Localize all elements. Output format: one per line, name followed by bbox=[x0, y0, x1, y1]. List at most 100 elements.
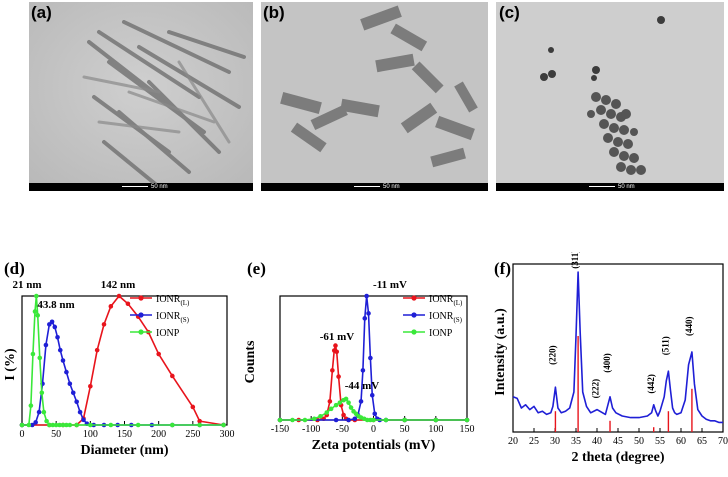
x-tick-label: 100 bbox=[83, 429, 98, 440]
x-tick-label: 0 bbox=[20, 429, 25, 440]
x-tick-label: 250 bbox=[185, 429, 200, 440]
data-point bbox=[170, 373, 175, 379]
data-point bbox=[464, 417, 470, 423]
data-point bbox=[81, 417, 86, 423]
data-point bbox=[346, 417, 351, 423]
annotation-label: 142 nm bbox=[101, 279, 136, 291]
panel-label-a: (a) bbox=[31, 3, 52, 22]
data-point bbox=[70, 390, 76, 396]
data-point bbox=[30, 351, 36, 357]
legend-marker bbox=[411, 329, 417, 335]
x-tick-label: 55 bbox=[655, 436, 665, 447]
data-point bbox=[74, 399, 79, 405]
x-tick-label: 60 bbox=[676, 436, 686, 447]
data-point bbox=[334, 349, 340, 355]
data-point bbox=[333, 343, 338, 348]
data-point bbox=[60, 422, 66, 428]
data-point bbox=[88, 384, 93, 389]
data-point bbox=[47, 422, 52, 428]
annotation-label: -44 mV bbox=[345, 380, 380, 392]
annotation-label: (222) bbox=[590, 379, 600, 399]
data-point bbox=[433, 417, 439, 423]
data-point bbox=[368, 355, 373, 361]
data-point bbox=[60, 358, 66, 363]
annotation-label: (511) bbox=[660, 336, 670, 355]
legend-subscript: (L) bbox=[453, 299, 463, 307]
tem-image-nanorods-large: 50 nm bbox=[29, 2, 253, 191]
data-point bbox=[39, 390, 45, 396]
annotation-label: 43.8 nm bbox=[37, 299, 74, 311]
data-point bbox=[37, 355, 43, 361]
series-line bbox=[512, 271, 723, 424]
data-point bbox=[337, 400, 343, 405]
legend-marker bbox=[138, 329, 144, 335]
x-tick-label: 100 bbox=[428, 424, 443, 435]
plot-frame bbox=[21, 295, 228, 426]
tem-image-nanorods-small: 50 nm bbox=[261, 2, 488, 191]
panel-label: (e) bbox=[247, 259, 266, 278]
x-tick-label: 40 bbox=[592, 436, 602, 447]
x-tick-label: 50 bbox=[400, 424, 410, 435]
tem-image-nanoparticles: 50 nm bbox=[496, 2, 724, 191]
data-point bbox=[125, 301, 131, 307]
data-point bbox=[135, 422, 141, 428]
data-point bbox=[327, 399, 333, 404]
data-point bbox=[53, 422, 59, 428]
data-point bbox=[402, 417, 407, 423]
data-point bbox=[34, 293, 39, 299]
data-point bbox=[328, 406, 334, 412]
scale-bar-label: 50 nm bbox=[618, 184, 635, 190]
x-tick-label: -100 bbox=[302, 424, 320, 435]
x-tick-label: 45 bbox=[613, 436, 623, 447]
data-point bbox=[108, 422, 114, 428]
xrd-chart: (f) 20 25 30 35 40 45 50 55 60 65 70 2 theta (degree… bbox=[490, 250, 728, 472]
data-point bbox=[67, 381, 73, 387]
data-point bbox=[43, 342, 49, 348]
panel-label: (d) bbox=[4, 259, 25, 278]
data-point bbox=[29, 422, 35, 428]
data-point bbox=[362, 316, 368, 321]
zeta-potential-svg: (e) -150 -100 -50 0 50 100 150 Zeta potentials (… bbox=[243, 259, 475, 453]
data-point bbox=[197, 418, 202, 424]
data-point bbox=[333, 417, 339, 423]
zeta-potential-chart: (e) -150 -100 -50 0 50 100 150 Zeta potentials (… bbox=[243, 252, 495, 472]
data-point bbox=[358, 399, 364, 404]
scale-bar: 50 nm bbox=[496, 183, 724, 191]
x-axis-label: Zeta potentials (mV) bbox=[312, 438, 436, 453]
data-point bbox=[170, 422, 175, 428]
data-point bbox=[156, 351, 161, 357]
size-distribution-chart: (d) 0 50 100 150 200 250 300 Diameter (nm) I (%) I… bbox=[0, 252, 242, 472]
panel-label-b: (b) bbox=[263, 3, 285, 22]
x-tick-label: 35 bbox=[571, 436, 581, 447]
x-tick-label: 150 bbox=[460, 424, 475, 435]
data-point bbox=[108, 304, 114, 309]
data-point bbox=[372, 411, 378, 417]
x-tick-label: 50 bbox=[634, 436, 644, 447]
legend-label: IONP bbox=[156, 328, 180, 339]
data-point bbox=[371, 417, 376, 423]
data-point bbox=[336, 374, 341, 379]
data-point bbox=[101, 322, 107, 327]
data-point bbox=[32, 309, 38, 314]
data-point bbox=[41, 409, 47, 415]
data-point bbox=[19, 422, 25, 428]
data-point bbox=[383, 417, 389, 423]
data-point bbox=[369, 392, 375, 398]
x-axis-label: 2 theta (degree) bbox=[571, 450, 664, 465]
data-point bbox=[346, 400, 351, 405]
scale-bar: 50 nm bbox=[261, 183, 488, 191]
data-point bbox=[52, 324, 58, 330]
y-axis-label: Counts bbox=[245, 340, 258, 383]
x-tick-label: 30 bbox=[550, 436, 560, 447]
annotation-label: -61 mV bbox=[320, 331, 355, 343]
x-tick-label: 70 bbox=[718, 436, 728, 447]
x-tick-label: 65 bbox=[697, 436, 707, 447]
scale-bar-label: 50 nm bbox=[151, 184, 168, 190]
x-tick-label: 50 bbox=[51, 429, 61, 440]
data-point bbox=[364, 293, 369, 299]
data-point bbox=[330, 368, 335, 373]
legend-marker bbox=[411, 312, 417, 318]
size-distribution-svg: (d) 0 50 100 150 200 250 300 Diameter (nm) I (%) I… bbox=[3, 259, 235, 458]
annotation-label: (400) bbox=[602, 353, 612, 372]
y-axis-label: Intensity (a.u.) bbox=[493, 308, 508, 396]
